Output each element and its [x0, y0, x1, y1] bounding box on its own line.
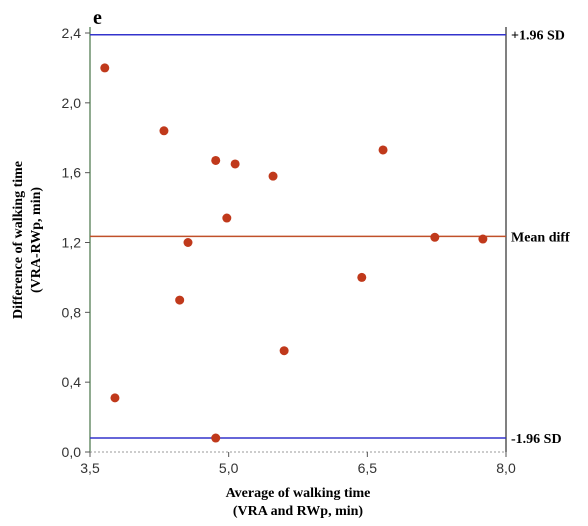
y-tick-label: 0,8 [62, 304, 82, 320]
data-point [110, 393, 120, 403]
data-point [175, 295, 185, 305]
y-tick-label: 1,2 [62, 235, 82, 251]
x-axis-title-line2: (VRA and RWp, min) [233, 504, 364, 519]
x-tick-label: 6,5 [358, 460, 378, 476]
data-point [268, 171, 278, 181]
panel-label: e [93, 7, 102, 29]
data-point [183, 238, 193, 247]
y-tick-label: 0,4 [62, 374, 82, 390]
data-points [100, 63, 488, 443]
reference-line-label: -1.96 SD [511, 432, 562, 447]
y-tick-label: 2,4 [62, 25, 82, 41]
data-point [279, 346, 289, 356]
data-point [478, 234, 488, 244]
x-axis-title-line1: Average of walking time [226, 486, 371, 501]
x-tick-label: 8,0 [496, 460, 516, 476]
data-point [159, 126, 169, 136]
y-axis-title-line2: (VRA-RWp, min) [29, 187, 44, 293]
data-point [211, 433, 221, 443]
data-point [211, 155, 221, 165]
y-tick-label: 0,0 [62, 444, 82, 460]
data-point [100, 63, 110, 73]
axis-ticks: 0,0 0,4 0,8 1,2 1,6 2,0 2,4 3,5 5,0 6,5 8,0 [62, 25, 516, 476]
reference-line-label: +1.96 SD [511, 29, 565, 44]
data-point [230, 159, 240, 169]
y-tick-label: 2,0 [62, 95, 82, 111]
reference-line-label: Mean diff [511, 230, 570, 245]
data-point [378, 145, 388, 155]
data-point [430, 232, 440, 242]
y-tick-label: 1,6 [62, 165, 82, 181]
reference-lines: +1.96 SD Mean diff -1.96 SD [90, 29, 570, 447]
x-tick-label: 5,0 [219, 460, 239, 476]
data-point [222, 213, 232, 223]
plot-area [89, 27, 507, 453]
x-tick-label: 3,5 [80, 460, 100, 476]
data-point [357, 272, 367, 282]
y-axis-title-line1: Difference of walking time [11, 161, 26, 319]
